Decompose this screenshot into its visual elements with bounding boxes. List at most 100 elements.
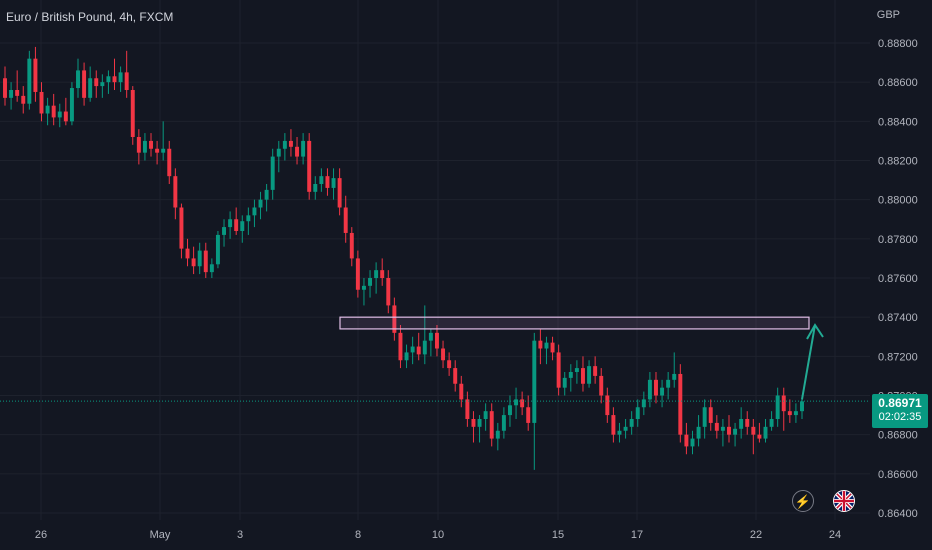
candle [343,195,348,243]
candle [483,403,488,431]
candle-body [574,368,579,372]
candle [234,207,239,235]
candle [453,360,458,392]
candle-body [800,401,804,412]
candle [130,86,135,145]
candle [331,168,336,200]
candle-body [142,140,147,153]
candle [349,227,354,267]
candle [276,140,281,173]
candle [416,332,421,361]
candle [167,140,172,184]
candle-body [404,352,409,361]
candle-body [228,219,233,228]
candle-body [270,156,275,190]
uk-flag-icon[interactable] [833,490,855,512]
candle-body [386,278,391,306]
candle [51,93,56,126]
candle [288,129,293,157]
candle-body [9,90,14,98]
candle [623,419,628,439]
candle-body [215,234,220,265]
candle [82,62,87,106]
candle [702,399,707,439]
candle-body [88,78,93,98]
candle-body [276,148,281,157]
candle-body [349,232,354,259]
candle-body [392,305,397,333]
candle-body [660,387,665,396]
candle-body [532,340,537,423]
candle [69,82,74,126]
candle-body [666,379,671,388]
candle [593,356,598,384]
candle-body [587,366,592,384]
candle-body [441,348,446,361]
candle-body [739,419,744,429]
last-price: 0.86971 [878,396,922,410]
candle [489,403,494,447]
candle [471,411,476,443]
candle [258,191,263,220]
candle-body [544,342,549,349]
candle [252,199,257,228]
candle-body [161,148,166,153]
x-tick-label: May [150,529,171,541]
candle [228,211,233,239]
candle-body [526,407,531,423]
candle-body [76,70,80,89]
candle [672,352,677,388]
candle [793,403,798,423]
y-tick-label: 0.88400 [878,116,918,128]
candle [142,133,147,161]
candle-body [410,346,415,353]
candle-body [15,90,20,96]
candle-body [252,207,257,216]
candle [514,387,519,419]
candle-body [155,148,160,153]
candle-body [343,207,348,233]
candle-body [678,373,683,435]
candle-body [167,148,172,177]
candle-body [593,366,598,376]
candle-body [550,342,555,353]
candle [690,430,695,455]
candle-body [246,215,251,222]
candle-body [118,72,123,83]
candle-body [282,140,287,149]
candle-body [520,399,525,408]
candle [465,391,470,427]
candle-body [3,78,7,98]
candle [574,360,579,384]
candle-body [714,422,719,431]
candle [428,328,433,357]
candle-body [757,434,762,439]
candle [556,344,561,396]
lightning-icon[interactable]: ⚡ [792,490,814,512]
time-axis[interactable]: 26 May 3 8 10 15 17 22 24 [35,529,841,541]
candle [587,360,592,388]
x-tick-label: 24 [829,529,841,541]
candle-body [672,373,677,380]
candle [209,258,214,278]
candle [9,82,14,110]
candle-body [684,434,689,447]
candle-body [136,137,141,153]
candle [118,66,123,92]
candle-body [434,332,439,349]
y-tick-label: 0.88600 [878,77,918,89]
candle-body [57,111,62,118]
candle [787,399,792,423]
candle-body [428,332,433,341]
candle-body [374,270,379,278]
candle-body [507,405,512,416]
candle [495,422,500,451]
price-axis[interactable]: 0.88800 0.88600 0.88400 0.88200 0.88000 0.878… [878,38,918,520]
y-tick-label: 0.86600 [878,469,918,481]
candle [319,168,324,192]
candle-body [562,377,567,388]
candle-body [307,140,312,192]
candle-body [258,199,263,208]
candle [57,103,62,128]
